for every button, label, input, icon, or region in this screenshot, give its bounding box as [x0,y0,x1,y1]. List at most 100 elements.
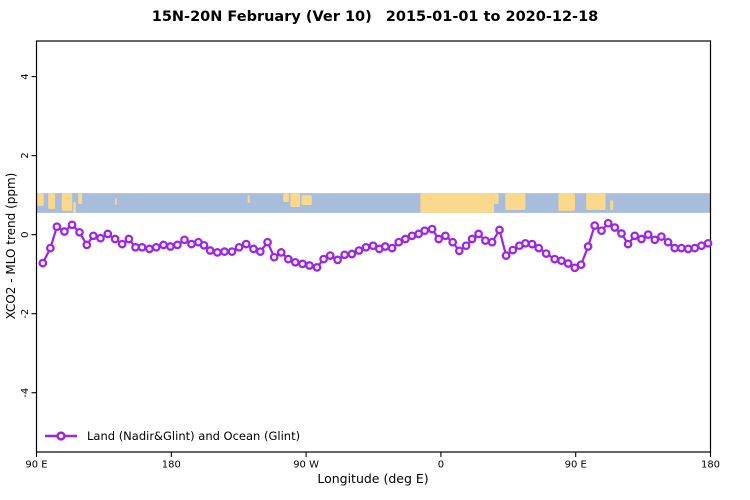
data-point [241,239,251,249]
data-point [340,250,349,260]
data-point [290,257,300,267]
data-point [650,235,660,245]
data-point [643,230,653,239]
y-tick-label: -2 [20,309,31,319]
data-point [276,248,286,257]
data-point [305,261,314,270]
data-point [46,243,55,253]
data-point [159,240,168,250]
data-point [269,252,279,262]
data-point [347,249,357,259]
data-point [187,239,196,249]
data-point [550,254,560,264]
map-band-land-patch [586,193,606,210]
data-point [145,244,154,254]
x-tick-label: 180 [162,460,181,471]
y-tick-label: 0 [20,231,31,237]
y-axis-label: XCO2 - MLO trend (ppm) [4,172,18,320]
y-tick-label: -4 [20,388,31,398]
data-point [52,222,62,232]
data-point [617,229,626,238]
map-band-land-patch [114,198,117,206]
x-tick-label: 90 E [565,460,587,471]
data-point [487,237,497,247]
data-point [623,239,633,249]
data-point [333,255,342,265]
map-band-land-patch [290,193,301,207]
data-point [557,256,566,266]
data-point [683,244,693,254]
data-point [380,242,390,251]
data-point [508,245,518,255]
data-point [166,242,175,251]
data-point [583,242,593,251]
data-point [637,234,646,244]
data-point [501,251,511,260]
chart-title-dates: 2015-01-01 to 2020-12-18 [385,9,599,25]
map-band-land-patch [247,195,250,204]
data-point [703,238,713,248]
data-point [124,234,134,244]
data-point [401,234,410,244]
data-point [630,231,640,241]
data-point [173,240,182,250]
data-point [368,241,378,251]
data-point [603,218,613,228]
data-point [249,244,258,254]
data-point [657,232,666,241]
data-point [110,234,120,244]
data-point [263,237,272,247]
data-point [690,243,700,253]
data-point [234,242,244,252]
map-band-land-patch [420,193,495,213]
map-band-land-patch [283,193,289,203]
data-point [96,233,105,243]
y-tick-label: 4 [20,73,31,79]
map-band-land-patch [48,193,56,209]
map-band-land-patch [610,200,614,210]
x-tick-label: 90 E [25,460,47,471]
data-point [137,242,147,252]
data-point [597,226,606,236]
data-point [227,247,237,256]
data-point [199,240,209,250]
data-point [361,242,371,252]
map-band-land-patch [301,195,312,206]
map-band-land-patch [505,193,526,210]
data-point [420,226,430,236]
data-point [387,243,397,253]
data-point [213,248,222,257]
data-point [67,220,77,230]
data-point [570,263,580,273]
data-point [495,225,504,235]
data-point [481,236,490,245]
data-point [576,260,586,270]
data-point [255,247,265,256]
data-point [590,221,600,230]
data-point [298,259,307,269]
data-point [534,243,544,253]
data-point [677,243,686,253]
data-point [407,231,417,241]
data-point [434,234,444,244]
data-point [441,231,450,241]
legend-label: Land (Nadir&Glint) and Ocean (Glint) [87,429,301,443]
chart-title-main: 15N-20N February (Ver 10) [151,9,372,25]
data-point [427,224,437,234]
x-axis-label: Longitude (deg E) [317,471,429,486]
data-point [75,227,84,237]
data-point [319,254,328,264]
data-point [527,239,537,249]
data-point [151,242,161,252]
map-band-land-patch [494,193,499,205]
data-point [541,249,551,258]
data-point [354,246,364,255]
legend: Land (Nadir&Glint) and Ocean (Glint) [44,428,300,444]
data-point [82,240,92,250]
data-point [563,259,573,268]
map-band-land-patch [78,193,83,205]
data-point [283,254,293,264]
data-point [474,229,483,239]
